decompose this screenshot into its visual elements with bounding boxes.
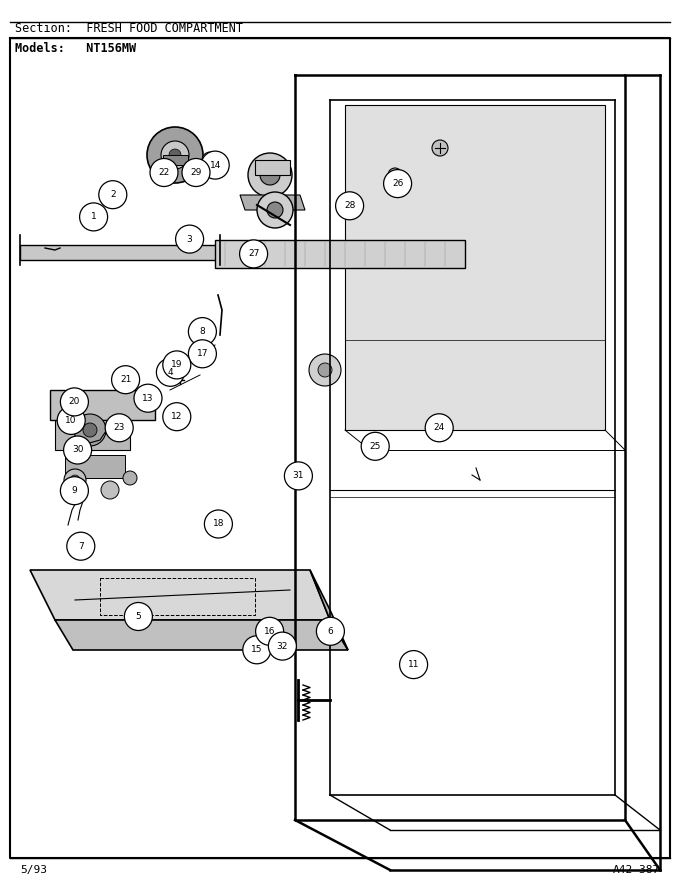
Circle shape bbox=[361, 433, 389, 460]
Circle shape bbox=[61, 388, 88, 416]
Text: 20: 20 bbox=[69, 398, 80, 407]
Polygon shape bbox=[55, 420, 130, 450]
Circle shape bbox=[257, 192, 293, 228]
Text: 6: 6 bbox=[328, 627, 333, 635]
Circle shape bbox=[269, 632, 296, 660]
Circle shape bbox=[57, 407, 85, 434]
Circle shape bbox=[150, 158, 178, 187]
Polygon shape bbox=[20, 245, 220, 260]
Circle shape bbox=[83, 423, 97, 437]
Text: 18: 18 bbox=[213, 520, 224, 529]
Circle shape bbox=[80, 203, 107, 231]
Circle shape bbox=[205, 510, 233, 538]
Circle shape bbox=[163, 351, 191, 379]
Text: 22: 22 bbox=[158, 168, 169, 177]
Circle shape bbox=[318, 363, 332, 377]
Text: 30: 30 bbox=[72, 446, 84, 455]
Text: 25: 25 bbox=[369, 441, 381, 451]
Text: 1: 1 bbox=[90, 213, 97, 222]
Circle shape bbox=[425, 414, 453, 441]
Text: Models:   NT156MW: Models: NT156MW bbox=[15, 42, 136, 54]
Circle shape bbox=[309, 354, 341, 386]
Circle shape bbox=[61, 477, 88, 505]
Circle shape bbox=[112, 366, 139, 393]
Text: 13: 13 bbox=[142, 393, 154, 402]
Text: 29: 29 bbox=[190, 168, 202, 177]
Circle shape bbox=[70, 475, 80, 485]
Polygon shape bbox=[345, 105, 605, 430]
Circle shape bbox=[105, 414, 133, 441]
Polygon shape bbox=[240, 195, 305, 210]
Text: 21: 21 bbox=[120, 376, 131, 384]
Text: 28: 28 bbox=[344, 201, 355, 210]
Text: 5: 5 bbox=[135, 612, 141, 621]
Text: 11: 11 bbox=[408, 660, 420, 669]
Polygon shape bbox=[215, 240, 465, 268]
Text: 23: 23 bbox=[114, 424, 125, 433]
Circle shape bbox=[248, 153, 292, 197]
Circle shape bbox=[188, 318, 216, 345]
Polygon shape bbox=[310, 570, 348, 650]
Text: 27: 27 bbox=[248, 249, 259, 258]
Text: 9: 9 bbox=[71, 486, 78, 495]
Circle shape bbox=[156, 359, 184, 386]
Circle shape bbox=[384, 170, 411, 198]
Circle shape bbox=[432, 140, 448, 156]
Circle shape bbox=[147, 127, 203, 183]
Text: 14: 14 bbox=[209, 160, 221, 170]
Circle shape bbox=[256, 618, 284, 645]
Text: Section:  FRESH FOOD COMPARTMENT: Section: FRESH FOOD COMPARTMENT bbox=[15, 21, 243, 35]
Text: 16: 16 bbox=[264, 627, 275, 635]
Circle shape bbox=[161, 141, 189, 169]
Circle shape bbox=[67, 532, 95, 560]
Circle shape bbox=[163, 402, 191, 431]
Circle shape bbox=[201, 151, 229, 179]
Circle shape bbox=[284, 462, 312, 490]
Text: 7: 7 bbox=[78, 542, 84, 551]
Circle shape bbox=[74, 414, 106, 446]
Circle shape bbox=[169, 149, 181, 161]
Text: 3: 3 bbox=[187, 235, 192, 244]
Text: 10: 10 bbox=[65, 416, 77, 425]
Circle shape bbox=[336, 192, 364, 220]
Circle shape bbox=[101, 481, 119, 499]
Text: 15: 15 bbox=[251, 645, 262, 654]
Circle shape bbox=[175, 225, 203, 253]
Text: 8: 8 bbox=[199, 328, 205, 336]
Text: 24: 24 bbox=[434, 424, 445, 433]
Text: 32: 32 bbox=[277, 642, 288, 651]
Text: A42-387: A42-387 bbox=[613, 865, 660, 875]
Text: 26: 26 bbox=[392, 179, 403, 188]
Polygon shape bbox=[55, 620, 348, 650]
Circle shape bbox=[239, 240, 268, 268]
Text: 31: 31 bbox=[292, 472, 304, 481]
Circle shape bbox=[202, 152, 218, 168]
Text: 17: 17 bbox=[197, 349, 208, 359]
Polygon shape bbox=[30, 570, 330, 620]
Circle shape bbox=[243, 635, 271, 664]
Polygon shape bbox=[50, 390, 155, 420]
Circle shape bbox=[182, 158, 210, 187]
Text: 19: 19 bbox=[171, 360, 182, 369]
Circle shape bbox=[124, 603, 152, 630]
Circle shape bbox=[260, 165, 280, 185]
Circle shape bbox=[316, 618, 344, 645]
Circle shape bbox=[99, 181, 126, 208]
Polygon shape bbox=[255, 160, 290, 175]
Circle shape bbox=[123, 471, 137, 485]
Circle shape bbox=[188, 340, 216, 368]
Polygon shape bbox=[163, 155, 188, 165]
Circle shape bbox=[388, 168, 402, 182]
Text: 5/93: 5/93 bbox=[20, 865, 47, 875]
Text: 4: 4 bbox=[167, 368, 173, 376]
Circle shape bbox=[134, 384, 162, 412]
Circle shape bbox=[267, 202, 283, 218]
Circle shape bbox=[400, 651, 428, 678]
Text: 12: 12 bbox=[171, 412, 182, 421]
Circle shape bbox=[64, 436, 92, 464]
Circle shape bbox=[64, 469, 86, 491]
Polygon shape bbox=[65, 455, 125, 478]
Text: 2: 2 bbox=[110, 190, 116, 199]
